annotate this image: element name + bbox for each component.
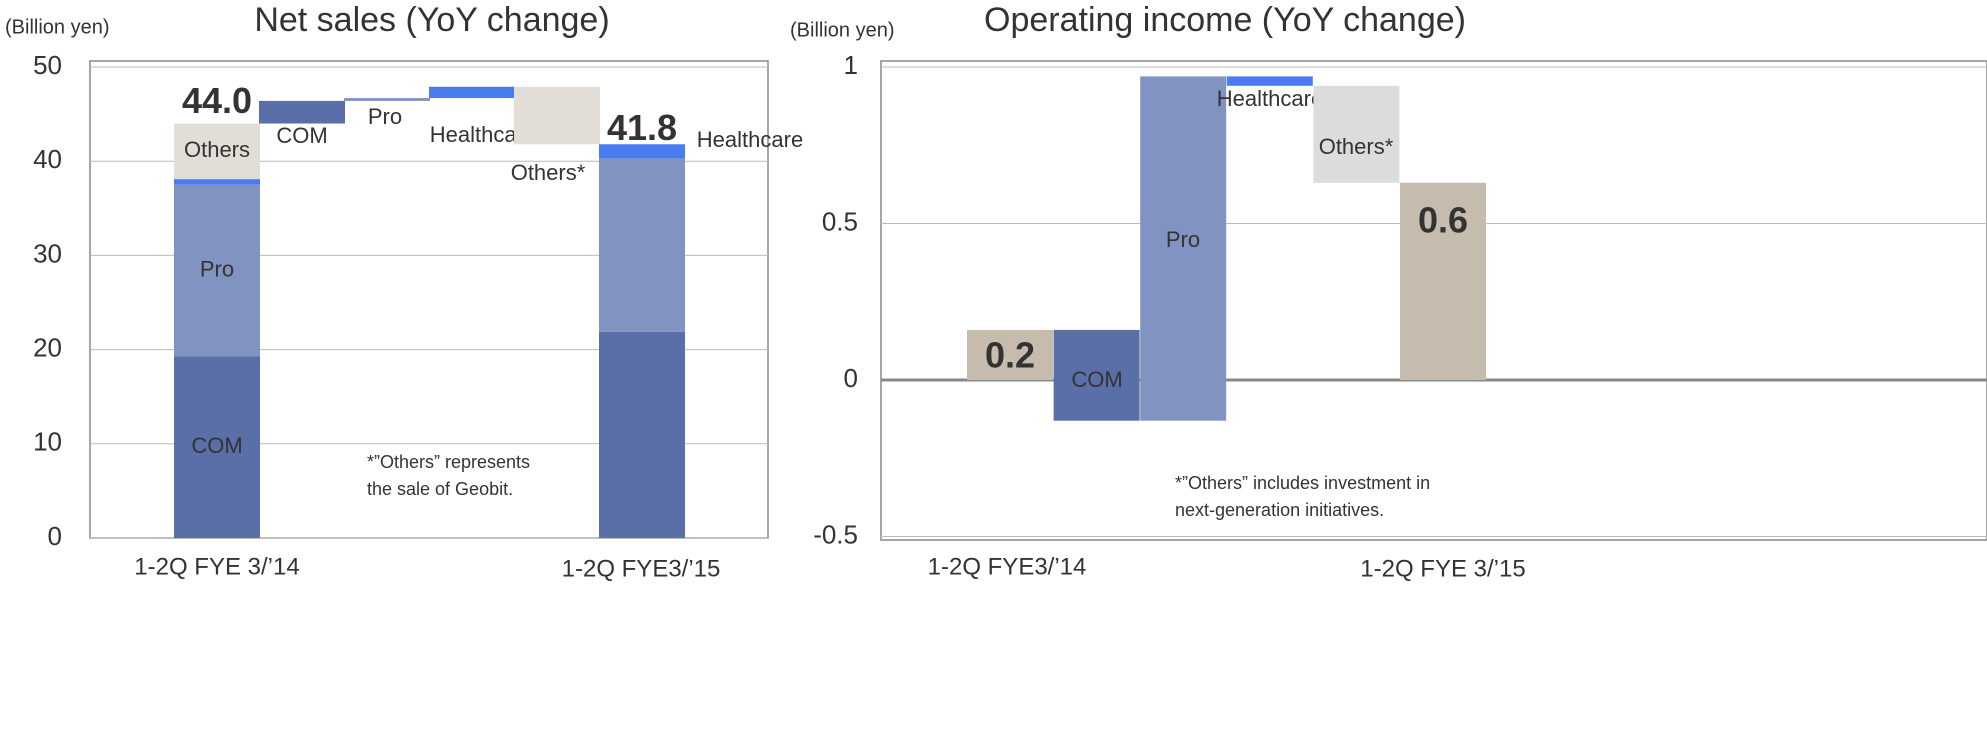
footnote: *”Others” includes investment in xyxy=(1175,473,1430,493)
x-tick-label: 1-2Q FYE 3/’15 xyxy=(1360,555,1525,582)
y-tick-label: 10 xyxy=(33,427,62,457)
step-bar xyxy=(429,86,515,99)
step-bar xyxy=(344,98,430,101)
step-label: Others* xyxy=(1319,134,1394,159)
step-label: Pro xyxy=(1166,227,1200,252)
stack-segment xyxy=(599,158,685,332)
y-tick-label: 1 xyxy=(844,50,858,80)
plot-frame xyxy=(880,60,1987,541)
y-tick-label: 40 xyxy=(33,144,62,174)
step-bar xyxy=(1313,85,1400,183)
chart-title: Net sales (YoY change) xyxy=(254,1,609,39)
stack-segment xyxy=(174,179,260,185)
y-tick-label: 30 xyxy=(33,238,62,268)
footnote: next-generation initiatives. xyxy=(1175,500,1384,520)
footnote: *”Others” represents xyxy=(367,452,530,472)
unit-label: (Billion yen) xyxy=(5,16,109,38)
step-label: Healthcare xyxy=(1217,86,1323,111)
x-tick-label: 1-2Q FYE3/’15 xyxy=(562,555,721,582)
step-label: Pro xyxy=(368,104,402,129)
segment-label: COM xyxy=(191,433,242,458)
step-bar xyxy=(1226,76,1313,86)
chart-title: Operating income (YoY change) xyxy=(984,1,1466,39)
x-tick-label: 1-2Q FYE 3/’14 xyxy=(134,553,299,580)
segment-label: Others xyxy=(184,137,250,162)
stack-segment xyxy=(599,331,685,538)
x-tick-label: 1-2Q FYE3/’14 xyxy=(928,553,1087,580)
y-tick-label: -0.5 xyxy=(813,519,858,549)
value-label: 0.2 xyxy=(985,334,1035,375)
stack-segment xyxy=(174,123,260,180)
total-label: 41.8 xyxy=(607,107,677,148)
segment-label: Healthcare xyxy=(697,127,803,152)
stack-segment xyxy=(174,184,260,357)
step-bar xyxy=(259,100,345,124)
start-bar xyxy=(967,329,1053,380)
step-label: COM xyxy=(276,123,327,148)
step-bar xyxy=(514,86,600,145)
y-tick-label: 0 xyxy=(48,521,62,551)
y-tick-label: 0.5 xyxy=(822,206,858,236)
step-bar xyxy=(1140,76,1227,421)
y-tick-label: 0 xyxy=(844,363,858,393)
stack-segment xyxy=(599,144,685,159)
stack-segment xyxy=(174,356,260,538)
y-tick-label: 20 xyxy=(33,332,62,362)
segment-label: Pro xyxy=(200,256,234,281)
y-tick-label: 50 xyxy=(33,50,62,80)
step-label: Others* xyxy=(511,160,586,185)
footnote: the sale of Geobit. xyxy=(367,479,513,499)
end-bar xyxy=(1400,182,1486,380)
total-label: 44.0 xyxy=(182,80,252,121)
unit-label: (Billion yen) xyxy=(790,19,894,41)
step-bar xyxy=(1053,329,1140,421)
step-label: COM xyxy=(1071,367,1122,392)
value-label: 0.6 xyxy=(1418,199,1468,240)
